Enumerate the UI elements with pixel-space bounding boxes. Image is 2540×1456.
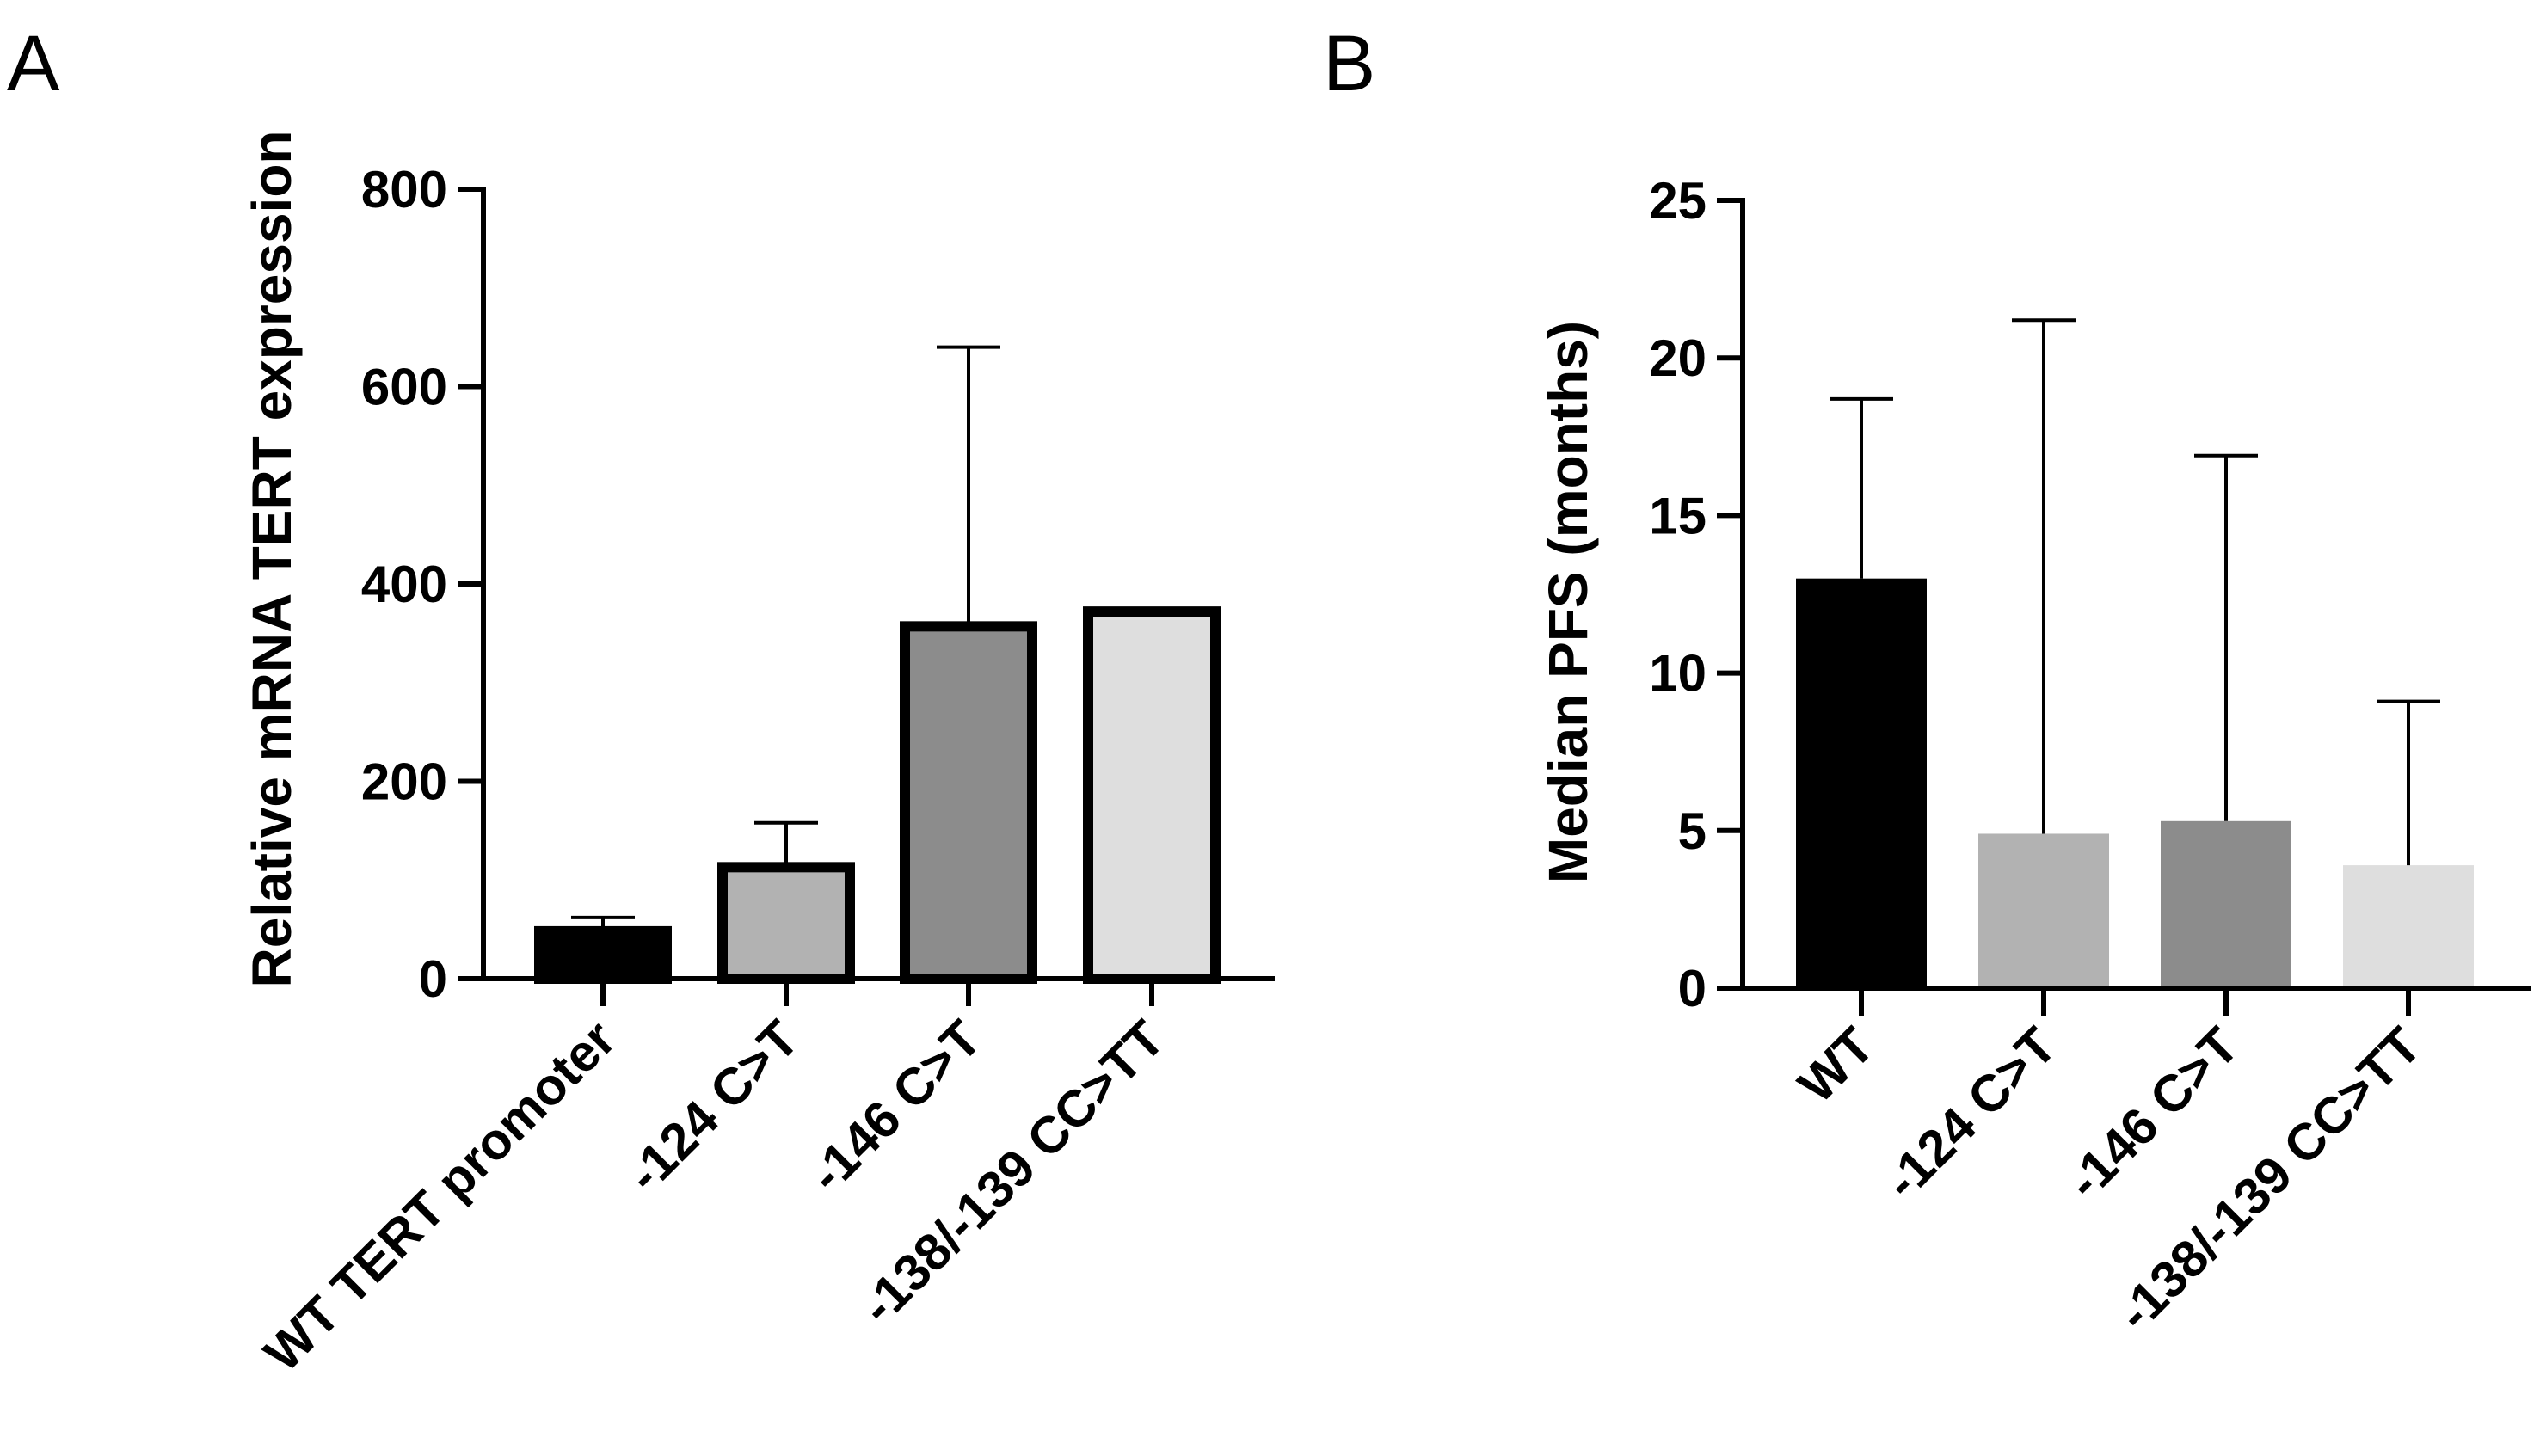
bar-a-2 (717, 862, 855, 985)
bar-a-1 (534, 925, 672, 985)
y-tick-label-a-600: 600 (361, 359, 447, 416)
y-tick-label-a-200: 200 (361, 753, 447, 811)
bar-b-3 (2161, 820, 2291, 988)
error-bar-b-2 (2012, 318, 2076, 834)
error-bar-a-3 (937, 345, 1000, 627)
error-bar-a-2 (754, 820, 818, 868)
error-bar-b-1 (1830, 396, 1893, 579)
y-axis-label-b: Median PFS (months) (1537, 321, 1599, 883)
bar-a-4 (1083, 606, 1221, 984)
y-tick-label-b-10: 10 (1649, 645, 1707, 703)
x-tick-label-a-2: -124 C>T (616, 1010, 809, 1203)
x-tick-label-b-3: -146 C>T (2056, 1017, 2249, 1210)
bar-b-1 (1796, 578, 1927, 988)
y-tick-label-b-25: 25 (1649, 172, 1707, 230)
bar-b-4 (2343, 865, 2474, 988)
y-tick-label-b-15: 15 (1649, 487, 1707, 544)
chart-panel-a: A Relative mRNA TERT expression 0 200 400 6… (7, 20, 1275, 1383)
y-tick-label-a-400: 400 (361, 556, 447, 613)
x-tick-label-a-4: -138/-139 CC>TT (850, 1010, 1176, 1336)
x-tick-label-b-2: -124 C>T (1873, 1017, 2067, 1210)
x-tick-label-b-1: WT (1787, 1017, 1885, 1114)
y-tick-label-a-0: 0 (419, 950, 447, 1008)
x-tick-label-a-3: -146 C>T (798, 1010, 992, 1203)
y-axis-label-a: Relative mRNA TERT expression (241, 130, 303, 987)
error-bar-b-3 (2194, 453, 2258, 821)
panel-label-b: B (1323, 20, 1375, 108)
x-tick-label-b-4: -138/-139 CC>TT (2106, 1017, 2432, 1342)
y-tick-label-b-0: 0 (1678, 960, 1707, 1017)
x-tick-label-a-1: WT TERT promoter (253, 1010, 626, 1383)
chart-panel-b: B Median PFS (months) 0 5 10 15 20 25 WT-124 C… (1323, 20, 2531, 1342)
error-bar-a-1 (571, 915, 635, 931)
panel-label-a: A (7, 20, 60, 108)
y-tick-label-a-800: 800 (361, 161, 447, 218)
error-bar-b-4 (2377, 699, 2440, 866)
y-tick-label-b-20: 20 (1649, 329, 1707, 387)
bar-a-3 (900, 621, 1037, 985)
bar-b-2 (1978, 833, 2109, 988)
y-tick-label-b-5: 5 (1678, 802, 1707, 860)
